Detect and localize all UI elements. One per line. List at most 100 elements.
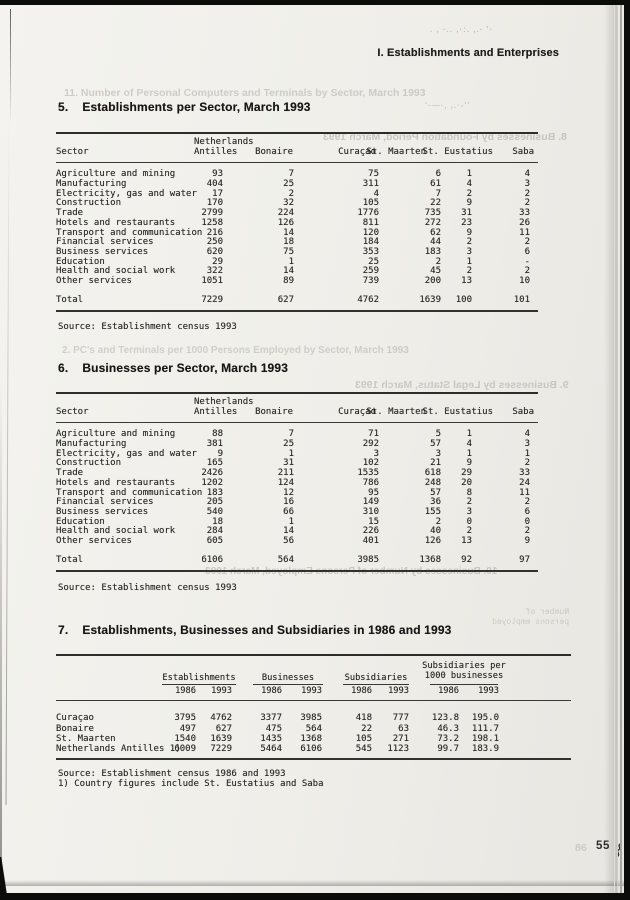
cell-value: 3 — [466, 246, 472, 257]
row-label: Curaçao — [56, 713, 94, 724]
cell-value: 475 — [265, 723, 282, 734]
cell-value: 22 — [361, 723, 372, 734]
cell-value: 540 — [206, 506, 223, 517]
table-rule — [56, 162, 538, 164]
table-row: Financial services 205 16 149 36 2 2 — [56, 497, 538, 508]
cell-value: 14 — [283, 526, 294, 537]
cell-value: 0 — [466, 516, 472, 527]
table7-title: 7. Establishments, Businesses and Subsid… — [58, 623, 451, 637]
table7-title-text: Establishments, Businesses and Subsidiar… — [82, 623, 452, 637]
cell-value: 31 — [461, 208, 472, 219]
cell-value: 224 — [277, 208, 294, 219]
cell-value: 564 — [305, 723, 322, 734]
table-header-row: Sector Netherlands Antilles Bonaire Cura… — [56, 134, 538, 162]
page-stack-line — [617, 0, 618, 900]
row-label: Other services — [56, 535, 132, 546]
cell-value: 120 — [362, 227, 379, 238]
cell-value: 401 — [362, 535, 379, 546]
cell-value: 627 — [277, 294, 294, 305]
cell-value: 20 — [461, 477, 472, 488]
cell-value: 57 — [430, 439, 441, 450]
cell-value: 57 — [430, 487, 441, 498]
cell-value: 11 — [519, 487, 530, 498]
column-header: Bonaire — [255, 406, 293, 417]
table-row: St. Maarten 1540 1639 1435 1368 105 271 73.2 198… — [56, 733, 571, 745]
cell-value: 22 — [430, 198, 441, 209]
cell-value: 1993 — [388, 686, 409, 696]
table-row: Construction 165 31 102 21 9 2 — [56, 459, 538, 469]
cell-value: 1986 — [438, 686, 459, 696]
cell-value: 92 — [461, 554, 472, 565]
cell-value: 7229 — [201, 294, 223, 305]
source-note: Source: Establishment census 1993 — [58, 322, 237, 332]
cell-value: 73.2 — [437, 733, 459, 744]
cell-value: 2 — [466, 526, 472, 537]
bleed-through-text: 2. PC's and Terminals per 1000 Persons E… — [62, 345, 409, 356]
row-label: Construction — [56, 458, 122, 469]
bleed-through-text: Number of persons employed — [491, 607, 569, 626]
cell-value: 183 — [424, 246, 441, 257]
column-header: Bonaire — [255, 146, 293, 157]
column-header: Antilles — [194, 406, 238, 417]
cell-value: 205 — [206, 497, 223, 508]
cell-value: 198.1 — [471, 733, 499, 744]
cell-value: 564 — [277, 554, 294, 565]
cell-value: 627 — [215, 723, 232, 734]
cell-value: 1 — [288, 448, 294, 459]
bleed-through-text: 86 — [575, 842, 587, 854]
table-row: Total 6106 564 3985 1368 92 97 — [56, 554, 538, 566]
table-rule — [56, 392, 538, 394]
table-businesses-per-sector: Sector Netherlands Antilles Bonaire Cura… — [56, 392, 538, 573]
row-label: Agriculture and mining — [56, 169, 176, 180]
cell-value: 75 — [283, 246, 294, 257]
cell-value: 1368 — [419, 554, 441, 565]
table-row: Transport and communication 183 12 95 57 8 11 — [56, 487, 538, 499]
table-body: Agriculture and mining 93 7 75 6 1 4 Manufactur… — [56, 163, 538, 286]
table-row: Trade 2799 224 1776 735 31 33 — [56, 208, 538, 219]
cell-value: 155 — [424, 506, 441, 517]
cell-value: 15 — [368, 516, 379, 527]
column-header: Sector — [56, 146, 89, 157]
cell-value: 7 — [288, 429, 294, 440]
cell-value: 3 — [466, 506, 472, 517]
cell-value: 2799 — [201, 208, 223, 219]
cell-value: 18 — [283, 237, 294, 248]
column-header: Netherlands — [194, 137, 254, 147]
cell-value: 1639 — [419, 294, 441, 305]
page-number: 55 — [596, 840, 610, 852]
cell-value: 1435 — [260, 733, 282, 744]
cell-value: 620 — [206, 246, 223, 257]
cell-value: 6106 — [201, 554, 223, 565]
row-label: Trade — [56, 208, 84, 219]
cell-value: 183 — [206, 487, 223, 498]
cell-value: 381 — [206, 439, 223, 450]
cell-value: 2 — [524, 198, 530, 209]
table6-title: 6. Businesses per Sector, March 1993 — [58, 361, 288, 375]
cell-value: 735 — [424, 208, 441, 219]
paper-shadow — [604, 5, 618, 893]
cell-value: 284 — [206, 526, 223, 537]
cell-value: 3795 — [174, 713, 196, 724]
cell-value: 6 — [524, 246, 530, 257]
cell-value: 16 — [283, 497, 294, 508]
cell-value: 1368 — [300, 733, 322, 744]
table-row: Netherlands Antilles 1) 6009 7229 5464 6106 5… — [56, 744, 571, 755]
cell-value: 1 — [466, 169, 472, 180]
table-body: Curaçao 3795 4762 3377 3985 418 777 123.8 195.0 B… — [56, 701, 571, 755]
row-label: Other services — [56, 275, 132, 286]
table-row: Education 18 1 15 2 0 0 — [56, 516, 538, 528]
row-label: Manufacturing — [56, 439, 127, 450]
cell-value: 2426 — [201, 468, 223, 479]
cell-value: 25 — [283, 439, 294, 450]
cell-value: 271 — [392, 733, 409, 744]
page-corner-bottom-left — [0, 857, 7, 895]
cell-value: 124 — [277, 477, 294, 488]
cell-value: 1 — [524, 448, 530, 459]
row-label: Education — [56, 256, 105, 267]
cell-value: 25 — [368, 256, 379, 267]
cell-value: 4762 — [357, 294, 379, 305]
cell-value: 322 — [206, 266, 223, 277]
cell-value: 1776 — [357, 208, 379, 219]
row-label: Agriculture and mining — [56, 429, 176, 440]
